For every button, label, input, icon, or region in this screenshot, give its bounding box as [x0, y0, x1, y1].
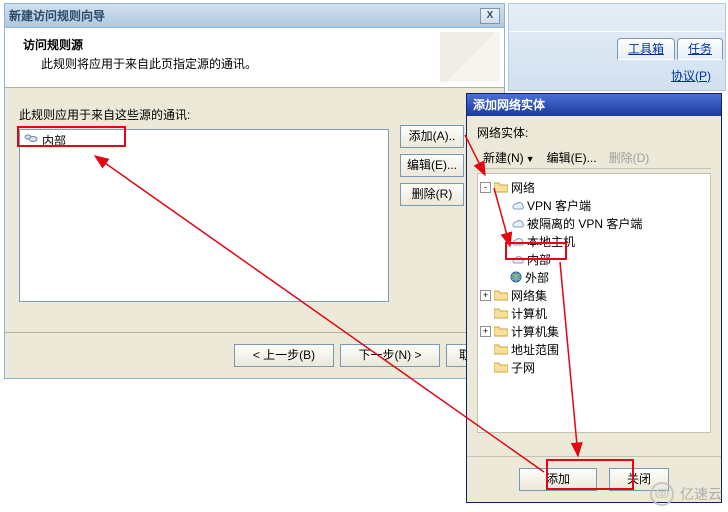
tree-label-subnet: 子网 [511, 359, 535, 376]
close-icon[interactable]: X [480, 8, 500, 24]
folder-icon [494, 289, 508, 301]
remove-source-button[interactable]: 删除(R) [400, 183, 464, 206]
expand-icon[interactable]: + [480, 326, 491, 337]
tree-node-subnet[interactable]: 子网 [480, 358, 708, 376]
toolbox-panel: 工具箱 任务 协议(P) [508, 3, 726, 91]
toolbox-tabs: 工具箱 任务 [509, 32, 725, 60]
row-protocol[interactable]: 协议(P) [509, 60, 725, 90]
list-label: 此规则应用于来自这些源的通讯: [19, 106, 490, 123]
add-source-button[interactable]: 添加(A).. [400, 125, 464, 148]
source-listbox[interactable]: 内部 [19, 129, 389, 302]
tree-label-external: 外部 [525, 269, 549, 286]
wizard-footer: < 上一步(B) 下一步(N) > 取消 [5, 332, 504, 378]
watermark-logo-icon: ↂ [650, 482, 674, 506]
net-dialog-menu: 新建(N)▼ 编辑(E)... 删除(D) [477, 147, 711, 169]
next-button[interactable]: 下一步(N) > [340, 344, 440, 367]
watermark: ↂ 亿速云 [650, 482, 722, 506]
tree-label-qvpn: 被隔离的 VPN 客户端 [527, 215, 642, 232]
tree-node-localhost[interactable]: 本地主机 [480, 232, 708, 250]
tree-node-internal[interactable]: 内部 [480, 250, 708, 268]
add-network-entity-dialog: 添加网络实体 网络实体: 新建(N)▼ 编辑(E)... 删除(D) - 网络 … [466, 93, 722, 503]
collapse-icon[interactable]: - [480, 182, 491, 193]
entity-tree[interactable]: - 网络 VPN 客户端 被隔离的 VPN 客户端 本地主机 内部 [477, 173, 711, 433]
tree-node-networkset[interactable]: + 网络集 [480, 286, 708, 304]
tree-label-vpn: VPN 客户端 [527, 197, 591, 214]
menu-edit[interactable]: 编辑(E)... [543, 147, 601, 168]
folder-icon [494, 307, 508, 319]
cloud-icon [510, 200, 524, 210]
menu-new[interactable]: 新建(N)▼ [479, 147, 539, 168]
tree-label-networkset: 网络集 [511, 287, 547, 304]
tree-node-networks[interactable]: - 网络 [480, 178, 708, 196]
folder-icon [494, 325, 508, 337]
menu-delete: 删除(D) [605, 147, 654, 168]
net-section-label: 网络实体: [477, 124, 711, 141]
net-dialog-titlebar: 添加网络实体 [467, 94, 721, 116]
tree-label-computerset: 计算机集 [511, 323, 559, 340]
wizard-side-buttons: 添加(A).. 编辑(E)... 删除(R) [400, 125, 464, 206]
folder-icon [494, 343, 508, 355]
tab-tasks[interactable]: 任务 [677, 38, 723, 60]
wizard-header: 访问规则源 此规则将应用于来自此页指定源的通讯。 [5, 28, 504, 88]
tree-label-addressrange: 地址范围 [511, 341, 559, 358]
wizard-header-graphic-icon [440, 32, 500, 82]
globe-icon [510, 271, 522, 283]
wizard-header-desc: 此规则将应用于来自此页指定源的通讯。 [41, 55, 492, 72]
wizard-title-text: 新建访问规则向导 [9, 7, 105, 24]
cloud-icon [510, 236, 524, 246]
cloud-icon [510, 254, 524, 264]
tree-node-computerset[interactable]: + 计算机集 [480, 322, 708, 340]
tree-node-computers[interactable]: 计算机 [480, 304, 708, 322]
watermark-text: 亿速云 [680, 484, 722, 504]
network-icon [24, 134, 38, 146]
wizard-header-title: 访问规则源 [23, 36, 492, 53]
back-button[interactable]: < 上一步(B) [234, 344, 334, 367]
tree-node-addressrange[interactable]: 地址范围 [480, 340, 708, 358]
expand-icon[interactable]: + [480, 290, 491, 301]
tree-node-vpn[interactable]: VPN 客户端 [480, 196, 708, 214]
tree-label-localhost: 本地主机 [527, 233, 575, 250]
tab-toolbox[interactable]: 工具箱 [617, 38, 675, 60]
chevron-down-icon: ▼ [526, 154, 535, 164]
menu-new-label: 新建(N) [483, 151, 524, 165]
net-dialog-body: 网络实体: 新建(N)▼ 编辑(E)... 删除(D) - 网络 VPN 客户端… [467, 116, 721, 439]
list-item[interactable]: 内部 [22, 132, 386, 148]
net-dialog-title: 添加网络实体 [473, 94, 545, 116]
tree-node-external[interactable]: 外部 [480, 268, 708, 286]
wizard-titlebar: 新建访问规则向导 X [5, 4, 504, 28]
tree-label-networks: 网络 [511, 179, 535, 196]
toolbox-top-strip [509, 4, 725, 32]
add-entity-button[interactable]: 添加 [519, 468, 597, 491]
tree-node-quarantine-vpn[interactable]: 被隔离的 VPN 客户端 [480, 214, 708, 232]
cloud-icon [510, 218, 524, 228]
folder-open-icon [494, 181, 508, 193]
folder-icon [494, 361, 508, 373]
list-item-label: 内部 [42, 132, 66, 149]
edit-source-button[interactable]: 编辑(E)... [400, 154, 464, 177]
tree-label-computers: 计算机 [511, 305, 547, 322]
tree-label-internal: 内部 [527, 251, 551, 268]
